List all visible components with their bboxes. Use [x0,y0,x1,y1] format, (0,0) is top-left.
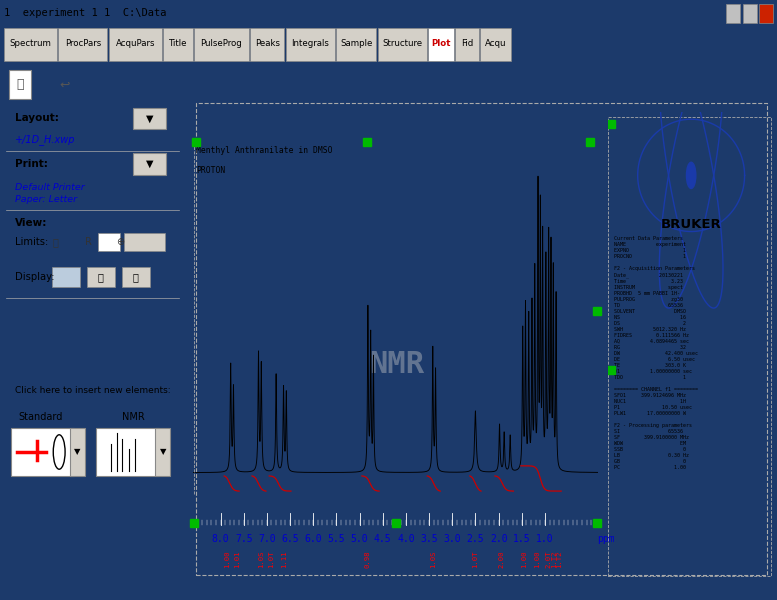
Text: 2.0: 2.0 [490,534,507,544]
Text: 1.0T: 1.0T [269,551,274,568]
Text: 3.5: 3.5 [420,534,438,544]
FancyBboxPatch shape [155,428,170,476]
Circle shape [686,162,696,188]
FancyBboxPatch shape [378,28,427,61]
FancyBboxPatch shape [52,268,79,287]
Text: 1.00: 1.00 [521,551,527,568]
Text: 0.98: 0.98 [365,551,371,568]
Text: Print:: Print: [15,159,47,169]
FancyBboxPatch shape [87,268,115,287]
Text: 1  experiment 1 1  C:\Data: 1 experiment 1 1 C:\Data [4,8,166,19]
FancyBboxPatch shape [70,428,85,476]
Text: ▼: ▼ [146,159,154,169]
Text: NMR: NMR [369,350,424,379]
Text: ⊕: ⊕ [116,237,124,247]
FancyBboxPatch shape [759,4,773,23]
Text: Default Printer: Default Printer [15,183,85,192]
Text: ⬜: ⬜ [16,79,24,91]
Text: NMR: NMR [122,412,145,422]
FancyBboxPatch shape [11,428,74,476]
FancyBboxPatch shape [122,268,150,287]
Text: Plot: Plot [431,39,451,48]
FancyBboxPatch shape [428,28,454,61]
FancyBboxPatch shape [455,28,479,61]
Text: Integrals: Integrals [291,39,329,48]
Text: Sample: Sample [340,39,372,48]
FancyBboxPatch shape [250,28,284,61]
Text: 5.5: 5.5 [328,534,345,544]
Text: Standard: Standard [19,412,63,422]
FancyBboxPatch shape [726,4,740,23]
Text: BRUKER: BRUKER [660,218,722,231]
Text: Peaks: Peaks [255,39,280,48]
FancyBboxPatch shape [480,28,511,61]
Text: 8.0: 8.0 [211,534,229,544]
Text: PulseProg: PulseProg [200,39,242,48]
FancyBboxPatch shape [109,28,162,61]
Text: 1.00: 1.00 [225,551,231,568]
Text: ▼: ▼ [146,113,154,124]
FancyBboxPatch shape [124,233,165,251]
Text: +/1D_H.xwp: +/1D_H.xwp [15,134,75,145]
Text: ProcPars: ProcPars [64,39,101,48]
Text: Spectrum: Spectrum [9,39,51,48]
Text: 💡: 💡 [53,237,58,247]
Text: R: R [85,237,92,247]
Text: Paper: Letter: Paper: Letter [15,194,77,203]
Text: ▼: ▼ [159,448,166,457]
Text: PROTON: PROTON [197,166,225,175]
Text: Structure: Structure [382,39,422,48]
Text: Current Data Parameters
NAME          experiment
EXPNO                  1
PROCNO: Current Data Parameters NAME experiment … [615,236,699,470]
Text: Fid: Fid [461,39,473,48]
FancyBboxPatch shape [743,4,757,23]
FancyBboxPatch shape [194,28,249,61]
Text: Menthyl Anthranilate in DMSO: Menthyl Anthranilate in DMSO [197,146,333,155]
FancyBboxPatch shape [133,153,166,175]
Text: 4.5: 4.5 [374,534,392,544]
Text: 7.5: 7.5 [235,534,253,544]
Text: 5.0: 5.0 [350,534,368,544]
Text: Title: Title [169,39,187,48]
FancyBboxPatch shape [336,28,376,61]
FancyBboxPatch shape [133,107,166,129]
FancyBboxPatch shape [163,28,193,61]
FancyBboxPatch shape [98,233,120,251]
Text: AcquPars: AcquPars [116,39,155,48]
Text: 1.01: 1.01 [234,551,240,568]
Text: 6.0: 6.0 [305,534,322,544]
Text: Display:: Display: [15,272,54,282]
Text: 1.0: 1.0 [536,534,554,544]
FancyBboxPatch shape [4,28,57,61]
Text: 4.0: 4.0 [397,534,415,544]
Text: 1.11: 1.11 [281,551,287,568]
Text: 2.0T: 2.0T [545,551,552,568]
FancyBboxPatch shape [286,28,335,61]
Text: 1.0S: 1.0S [258,551,264,568]
Text: 🔍: 🔍 [98,272,103,282]
Text: Click here to insert new elements:: Click here to insert new elements: [15,386,170,395]
Text: 1.0T: 1.0T [472,551,479,568]
Text: Layout:: Layout: [15,113,59,124]
Text: ppm: ppm [597,534,615,544]
FancyBboxPatch shape [58,28,107,61]
Text: 1.0S: 1.0S [430,551,436,568]
Text: 1.T2: 1.T2 [551,551,557,568]
Text: ▼: ▼ [75,448,81,457]
Text: Acqu: Acqu [485,39,507,48]
Text: View:: View: [15,218,47,228]
Text: 1.00: 1.00 [534,551,540,568]
Text: 7.0: 7.0 [258,534,276,544]
Text: 6.5: 6.5 [281,534,299,544]
FancyBboxPatch shape [96,428,159,476]
FancyBboxPatch shape [9,70,31,100]
Text: Limits:: Limits: [15,237,48,247]
Text: 2.00: 2.00 [498,551,504,568]
Text: 🔍: 🔍 [133,272,139,282]
Text: 3.0: 3.0 [444,534,461,544]
Text: 1.5: 1.5 [513,534,531,544]
Text: 1.T2: 1.T2 [556,551,562,568]
Text: 2.5: 2.5 [467,534,484,544]
Text: ↩: ↩ [60,79,70,91]
